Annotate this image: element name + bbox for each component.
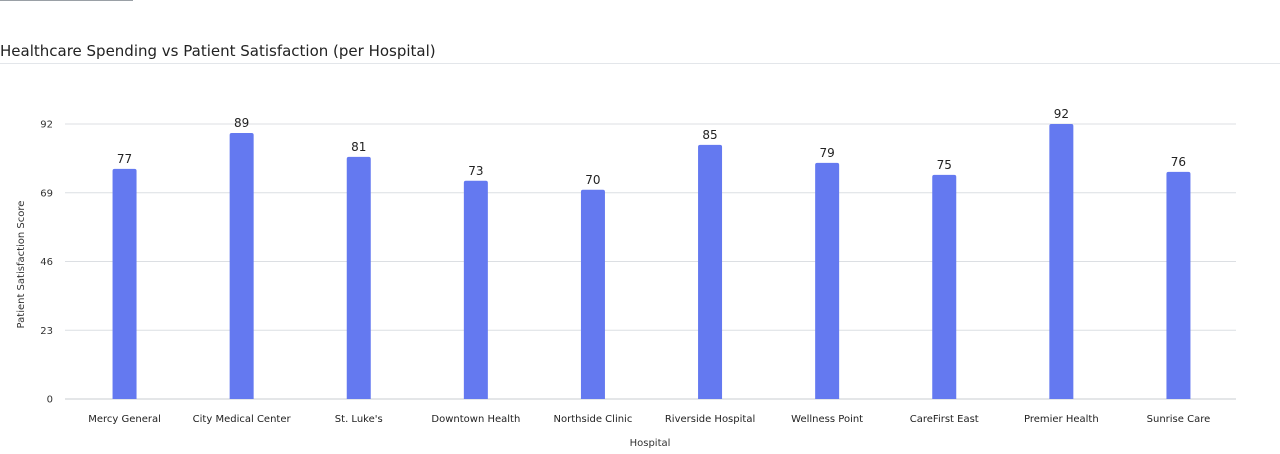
x-axis-title: Hospital bbox=[630, 438, 671, 449]
bar-value-label: 79 bbox=[820, 146, 835, 160]
bar-value-label: 89 bbox=[234, 116, 249, 130]
title-divider bbox=[0, 63, 1280, 64]
y-tick-label: 23 bbox=[40, 326, 53, 337]
bar[interactable] bbox=[815, 162, 840, 399]
bar[interactable] bbox=[580, 189, 605, 399]
bar-value-label: 73 bbox=[468, 164, 483, 178]
y-axis-title: Patient Satisfaction Score bbox=[16, 201, 27, 329]
chart-title: Healthcare Spending vs Patient Satisfact… bbox=[0, 42, 436, 60]
bar[interactable] bbox=[698, 144, 723, 399]
x-tick-label: Northside Clinic bbox=[554, 414, 633, 425]
x-tick-label: City Medical Center bbox=[193, 414, 292, 425]
bars bbox=[112, 124, 1191, 399]
x-tick-label: Premier Health bbox=[1024, 414, 1099, 425]
bar[interactable] bbox=[346, 156, 371, 399]
bar[interactable] bbox=[463, 180, 488, 399]
labels: 0 23 46 69 92 77 Mercy General 89 City Medical C… bbox=[40, 107, 1210, 425]
y-tick-label: 92 bbox=[40, 120, 53, 131]
y-tick-label: 46 bbox=[40, 257, 53, 268]
top-divider bbox=[0, 0, 133, 1]
x-tick-label: St. Luke's bbox=[335, 414, 383, 425]
x-tick-label: Riverside Hospital bbox=[665, 414, 755, 425]
bar-value-label: 76 bbox=[1171, 155, 1186, 169]
bar[interactable] bbox=[932, 174, 957, 399]
x-tick-label: Wellness Point bbox=[791, 414, 863, 425]
x-tick-label: Mercy General bbox=[88, 414, 161, 425]
grid-lines bbox=[65, 123, 1236, 400]
bar[interactable] bbox=[229, 132, 254, 399]
y-tick-label: 69 bbox=[40, 188, 53, 199]
bar[interactable] bbox=[1166, 171, 1191, 399]
x-tick-label: CareFirst East bbox=[910, 414, 979, 425]
bar-value-label: 85 bbox=[702, 128, 717, 142]
x-tick-label: Sunrise Care bbox=[1147, 414, 1211, 425]
bar[interactable] bbox=[112, 168, 137, 399]
bar-value-label: 77 bbox=[117, 152, 132, 166]
bar-value-label: 70 bbox=[585, 173, 600, 187]
bar[interactable] bbox=[1049, 124, 1074, 399]
bar-value-label: 75 bbox=[937, 158, 952, 172]
bar-value-label: 81 bbox=[351, 140, 366, 154]
y-tick-label: 0 bbox=[47, 395, 53, 406]
x-tick-label: Downtown Health bbox=[431, 414, 520, 425]
bar-value-label: 92 bbox=[1054, 107, 1069, 121]
